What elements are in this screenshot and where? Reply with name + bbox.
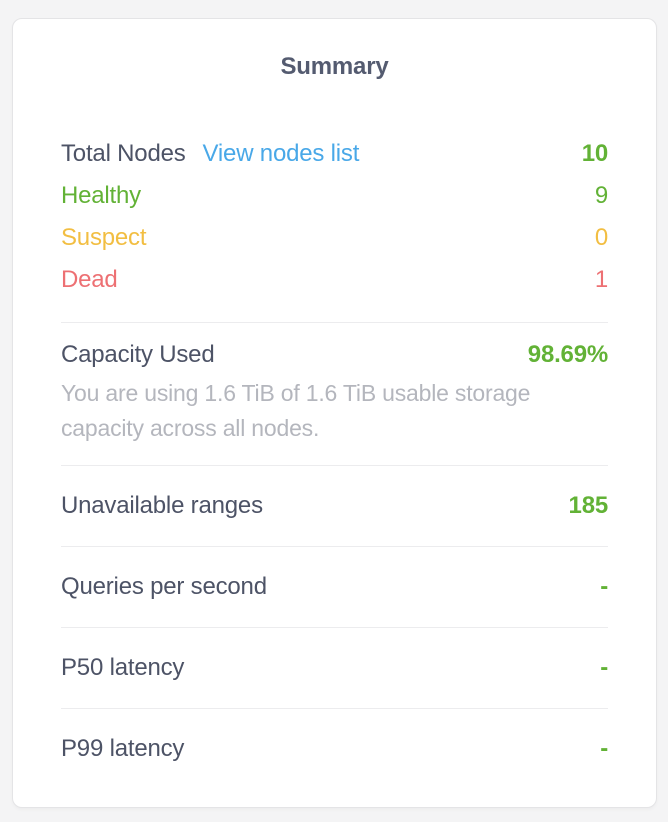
capacity-section: Capacity Used 98.69% You are using 1.6 T… — [61, 322, 608, 465]
capacity-description: You are using 1.6 TiB of 1.6 TiB usable … — [61, 380, 531, 441]
healthy-label: Healthy — [61, 182, 141, 209]
queries-per-second-value: - — [600, 573, 608, 600]
suspect-label: Suspect — [61, 224, 147, 251]
healthy-value: 9 — [594, 182, 608, 209]
p50-latency-label: P50 latency — [61, 654, 185, 681]
capacity-used-label: Capacity Used — [61, 341, 215, 368]
dead-value: 1 — [594, 266, 608, 293]
view-nodes-list-link[interactable]: View nodes list — [202, 140, 360, 167]
p50-latency-row: P50 latency - — [61, 627, 608, 708]
p99-latency-label: P99 latency — [61, 735, 185, 762]
dead-nodes-row: Dead 1 — [61, 259, 608, 301]
nodes-status-list: Total Nodes View nodes list 10 Healthy 9… — [61, 133, 608, 301]
unavailable-ranges-row: Unavailable ranges 185 — [61, 465, 608, 546]
total-nodes-row: Total Nodes View nodes list 10 — [61, 133, 608, 175]
suspect-nodes-row: Suspect 0 — [61, 217, 608, 259]
healthy-nodes-row: Healthy 9 — [61, 175, 608, 217]
total-nodes-label: Total Nodes — [61, 140, 186, 167]
panel-title: Summary — [280, 53, 389, 80]
suspect-value: 0 — [594, 224, 608, 251]
total-nodes-value: 10 — [581, 140, 608, 167]
p50-latency-value: - — [600, 654, 608, 681]
unavailable-ranges-value: 185 — [568, 492, 609, 519]
summary-panel: Summary Total Nodes View nodes list 10 H… — [12, 18, 657, 808]
unavailable-ranges-label: Unavailable ranges — [61, 492, 263, 519]
queries-per-second-row: Queries per second - — [61, 546, 608, 627]
p99-latency-value: - — [600, 735, 608, 762]
dead-label: Dead — [61, 266, 118, 293]
queries-per-second-label: Queries per second — [61, 573, 267, 600]
capacity-used-value: 98.69% — [527, 341, 608, 368]
capacity-used-row: Capacity Used 98.69% — [61, 341, 608, 369]
p99-latency-row: P99 latency - — [61, 708, 608, 789]
